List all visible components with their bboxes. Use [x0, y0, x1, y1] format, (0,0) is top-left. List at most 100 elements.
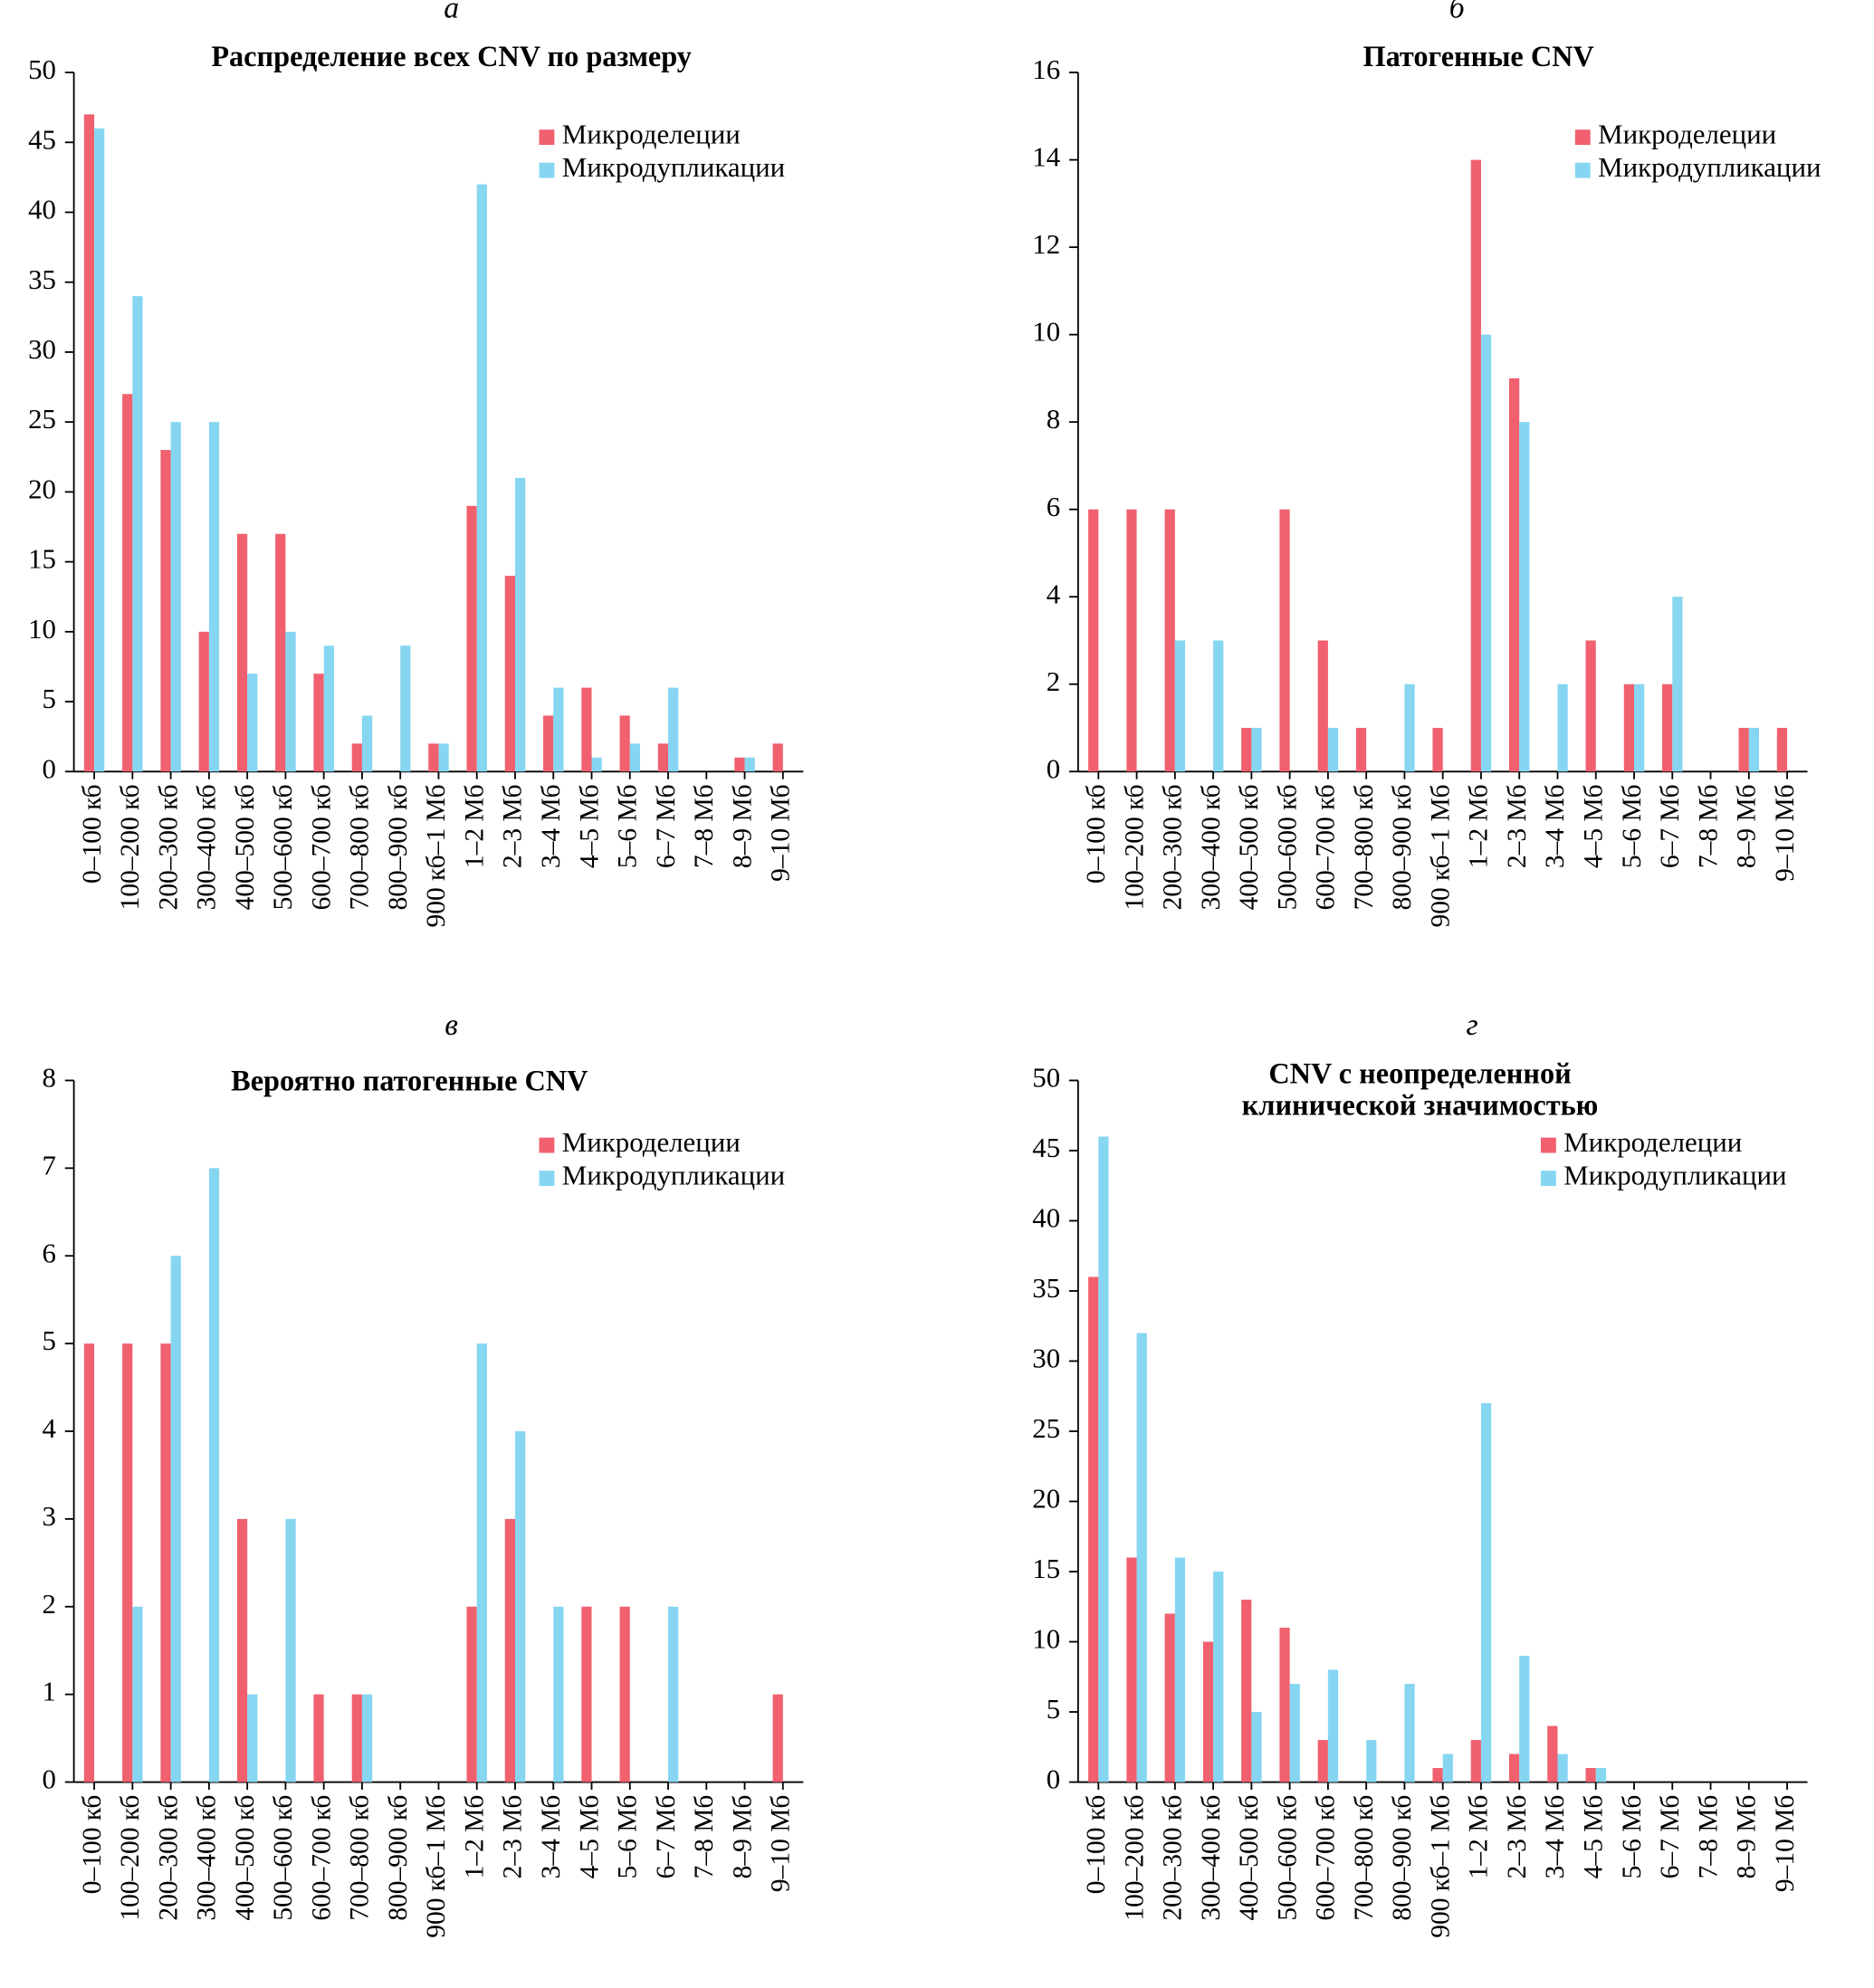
bar — [132, 1606, 143, 1783]
x-tick-label: 0–100 кб — [78, 784, 107, 884]
bar — [619, 715, 630, 772]
x-tick-label: 300–400 кб — [1197, 784, 1226, 910]
x-tick-label: 2–3 Мб — [1503, 784, 1532, 868]
bar — [1672, 597, 1683, 772]
chart-title: Патогенные CNV — [1362, 40, 1593, 72]
bar — [1213, 640, 1224, 772]
bar — [170, 1256, 181, 1783]
bar — [1432, 728, 1443, 772]
bar — [236, 533, 248, 772]
bar — [94, 128, 105, 772]
bar — [476, 184, 487, 772]
bar — [744, 757, 755, 772]
y-tick-label: 7 — [43, 1149, 56, 1180]
bar — [1098, 1136, 1109, 1783]
x-tick-label: 700–800 кб — [346, 784, 375, 910]
x-tick-label: 9–10 Мб — [1771, 784, 1800, 882]
chart-title: клинической значимостью — [1242, 1088, 1599, 1121]
y-tick-label: 5 — [43, 683, 56, 714]
bar — [83, 114, 95, 772]
y-tick-label: 2 — [1047, 665, 1060, 697]
bar — [1634, 683, 1645, 772]
bar — [1136, 1333, 1147, 1783]
bar — [1547, 1725, 1558, 1783]
x-tick-label: 9–10 Мб — [1771, 1795, 1800, 1893]
x-tick-label: 3–4 Мб — [537, 1795, 566, 1879]
bar — [170, 422, 181, 772]
bar — [247, 674, 258, 772]
x-tick-label: 400–500 кб — [1235, 1795, 1264, 1921]
x-tick-label: 500–600 кб — [269, 784, 298, 910]
bar — [1289, 1684, 1300, 1783]
bar — [1404, 683, 1415, 772]
y-tick-label: 3 — [43, 1500, 56, 1532]
bar — [1442, 1754, 1453, 1783]
bar — [1585, 640, 1596, 772]
x-tick-label: 2–3 Мб — [1503, 1795, 1532, 1879]
bar — [1470, 159, 1481, 772]
bar — [1557, 1754, 1568, 1783]
y-tick-label: 8 — [43, 1062, 56, 1094]
y-tick-label: 16 — [1032, 53, 1060, 85]
y-tick-label: 40 — [28, 194, 56, 225]
bar — [313, 1694, 324, 1783]
bar — [198, 631, 209, 772]
y-tick-label: 1 — [43, 1676, 56, 1707]
y-tick-label: 0 — [43, 1763, 56, 1795]
bar — [1213, 1572, 1224, 1783]
bar — [668, 1606, 679, 1783]
bar — [1126, 1557, 1137, 1783]
x-tick-label: 100–200 кб — [116, 1795, 145, 1921]
x-tick-label: 900 кб–1 Мб — [422, 1795, 451, 1938]
x-tick-label: 300–400 кб — [193, 784, 222, 910]
x-tick-label: 600–700 кб — [307, 784, 336, 910]
chart-title: Распределение всех CNV по размеру — [211, 40, 692, 72]
bar — [1585, 1768, 1596, 1783]
bar — [1317, 640, 1328, 772]
bar — [1126, 509, 1137, 772]
legend-label: Микроделеции — [562, 119, 741, 150]
y-tick-label: 5 — [43, 1324, 56, 1356]
y-tick-label: 45 — [28, 123, 56, 155]
x-tick-label: 800–900 кб — [384, 1795, 413, 1921]
legend-label: Микродупликации — [1563, 1160, 1786, 1191]
bar — [514, 1431, 526, 1783]
y-tick-label: 20 — [1032, 1483, 1060, 1515]
bar — [285, 1518, 296, 1783]
x-tick-label: 0–100 кб — [1082, 1795, 1111, 1895]
x-tick-label: 500–600 кб — [1273, 1795, 1302, 1921]
panel-label: б — [1449, 0, 1466, 25]
y-tick-label: 30 — [28, 333, 56, 365]
legend-label: Микродупликации — [562, 1160, 785, 1191]
x-tick-label: 6–7 Мб — [652, 1795, 681, 1879]
y-tick-label: 6 — [43, 1237, 56, 1268]
legend-swatch — [1540, 1137, 1556, 1153]
legend-swatch — [1574, 162, 1591, 178]
legend-swatch — [1574, 129, 1591, 146]
y-tick-label: 2 — [43, 1588, 56, 1620]
x-tick-label: 7–8 Мб — [690, 784, 719, 868]
x-tick-label: 700–800 кб — [1350, 784, 1379, 910]
bar — [1241, 728, 1252, 772]
bar — [83, 1343, 95, 1783]
x-tick-label: 1–2 Мб — [460, 784, 489, 868]
x-tick-label: 7–8 Мб — [1694, 1795, 1723, 1879]
bar — [1595, 1768, 1606, 1783]
panel-label: г — [1467, 1008, 1478, 1042]
bar — [543, 715, 554, 772]
x-tick-label: 6–7 Мб — [1656, 1795, 1685, 1879]
bar — [466, 505, 477, 772]
bar — [1557, 683, 1568, 772]
bar — [668, 687, 679, 772]
x-tick-label: 5–6 Мб — [1618, 784, 1647, 868]
bar — [1202, 1641, 1214, 1783]
x-tick-label: 200–300 кб — [154, 784, 183, 910]
x-tick-label: 9–10 Мб — [767, 784, 796, 882]
bar — [160, 450, 171, 772]
bar — [629, 743, 641, 772]
x-tick-label: 100–200 кб — [116, 784, 145, 910]
x-tick-label: 400–500 кб — [231, 784, 260, 910]
x-tick-label: 800–900 кб — [1388, 784, 1417, 910]
x-tick-label: 8–9 Мб — [1733, 784, 1762, 868]
x-tick-label: 900 кб–1 Мб — [1426, 1795, 1455, 1938]
